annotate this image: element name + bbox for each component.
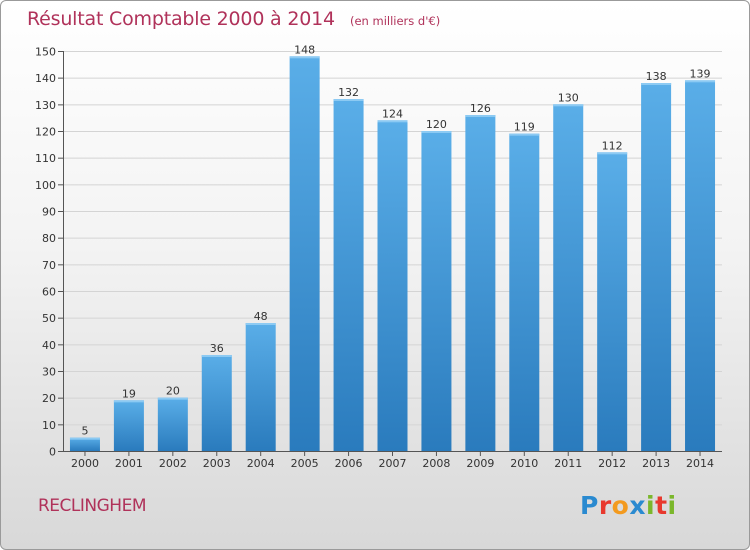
y-tick-label: 10 <box>42 419 56 432</box>
value-label: 112 <box>602 139 623 152</box>
bar <box>69 437 100 451</box>
x-tick-label: 2010 <box>510 457 538 470</box>
axes <box>58 51 722 456</box>
bar-top-highlight <box>553 104 584 107</box>
x-tick-label: 2004 <box>247 457 275 470</box>
bar <box>465 115 496 451</box>
y-tick-label: 120 <box>35 126 56 139</box>
value-label: 130 <box>558 91 579 104</box>
bars <box>69 56 716 452</box>
value-label: 48 <box>254 310 268 323</box>
value-label: 126 <box>470 102 491 115</box>
y-tick-label: 130 <box>35 99 56 112</box>
value-label: 36 <box>210 342 224 355</box>
bar-top-highlight <box>201 355 232 357</box>
logo-letter: r <box>598 491 612 520</box>
logo-letter: t <box>655 491 668 520</box>
x-tick-label: 2000 <box>71 457 99 470</box>
x-tick-label: 2007 <box>379 457 407 470</box>
bar <box>333 99 364 451</box>
bar <box>421 131 452 451</box>
bar <box>245 323 276 451</box>
x-tick-label: 2011 <box>554 457 582 470</box>
bar <box>289 56 320 451</box>
bar-top-highlight <box>113 400 144 403</box>
value-label: 19 <box>122 387 136 400</box>
x-tick-label: 2012 <box>598 457 626 470</box>
x-tick-label: 2001 <box>115 457 143 470</box>
value-label: 5 <box>81 425 88 438</box>
commune-name: RECLINGHEM <box>38 496 147 516</box>
bar-top-highlight <box>333 99 364 101</box>
bar-top-highlight <box>509 133 540 136</box>
y-tick-label: 0 <box>49 446 56 459</box>
y-tick-label: 150 <box>35 46 56 59</box>
bar <box>509 133 540 451</box>
bar-top-highlight <box>597 152 628 155</box>
y-tick-label: 70 <box>42 259 56 272</box>
value-label: 124 <box>382 107 403 120</box>
y-tick-label: 90 <box>42 206 56 219</box>
bar-top-highlight <box>685 80 716 83</box>
bar-top-highlight <box>289 56 320 59</box>
x-tick-label: 2006 <box>335 457 363 470</box>
proxiti-logo[interactable]: Proxiti <box>580 491 677 520</box>
y-tick-label: 140 <box>35 72 56 85</box>
y-tick-label: 50 <box>42 312 56 325</box>
y-tick-label: 100 <box>35 179 56 192</box>
value-label: 132 <box>338 86 359 99</box>
chart-title: Résultat Comptable 2000 à 2014 <box>27 8 335 30</box>
y-tick-label: 40 <box>42 339 56 352</box>
value-label: 139 <box>690 67 711 80</box>
title-row: Résultat Comptable 2000 à 2014 (en milli… <box>27 8 440 30</box>
x-tick-label: 2005 <box>291 457 319 470</box>
x-tick-label: 2003 <box>203 457 231 470</box>
value-label: 20 <box>166 385 180 398</box>
bar-top-highlight <box>421 131 452 133</box>
bar <box>641 83 672 451</box>
value-label: 148 <box>294 43 315 56</box>
y-tick-label: 20 <box>42 392 56 405</box>
logo-letter: o <box>611 491 630 520</box>
logo-letter: x <box>629 491 646 520</box>
bar <box>157 397 188 451</box>
y-tick-label: 60 <box>42 286 56 299</box>
bar-top-highlight <box>69 437 100 440</box>
y-tick-label: 30 <box>42 366 56 379</box>
value-label: 138 <box>646 70 667 83</box>
bar <box>597 152 628 452</box>
unit-label: (en milliers d'€) <box>349 14 441 28</box>
x-tick-label: 2008 <box>422 457 450 470</box>
bar <box>685 80 716 451</box>
labels: 0 10 20 30 40 50 60 70 80 90 100 110 120 130 140 150 5 20… <box>35 43 714 470</box>
bar <box>113 400 144 451</box>
x-tick-label: 2014 <box>686 457 714 470</box>
bar <box>201 355 232 451</box>
logo-letter: i <box>646 491 656 520</box>
value-label: 120 <box>426 118 447 131</box>
bar-top-highlight <box>157 397 188 400</box>
bar <box>377 120 408 451</box>
bar-top-highlight <box>377 120 408 123</box>
x-tick-label: 2009 <box>466 457 494 470</box>
logo-letter: i <box>667 491 677 520</box>
value-label: 119 <box>514 121 535 134</box>
bar <box>553 104 584 451</box>
bar-top-highlight <box>641 83 672 85</box>
logo-letter: P <box>580 491 599 520</box>
y-tick-label: 110 <box>35 152 56 165</box>
bar-top-highlight <box>245 323 276 325</box>
x-tick-label: 2013 <box>642 457 670 470</box>
x-tick-label: 2002 <box>159 457 187 470</box>
y-tick-label: 80 <box>42 232 56 245</box>
bar-top-highlight <box>465 115 496 117</box>
